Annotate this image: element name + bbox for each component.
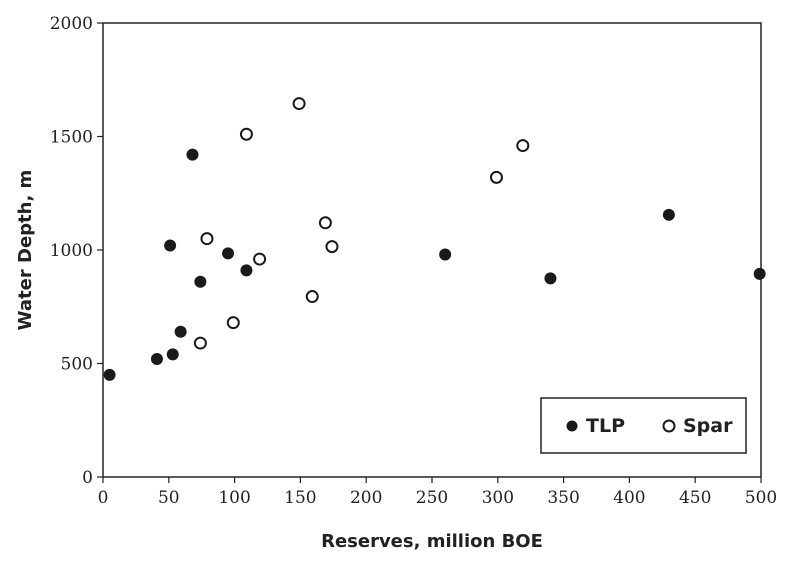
tlp-point <box>174 325 187 338</box>
tlp-point <box>240 264 253 277</box>
tlp-point <box>164 239 177 252</box>
legend-spar-marker <box>662 419 676 433</box>
spar-point <box>193 336 207 350</box>
tlp-point <box>753 267 766 280</box>
x-tick-label: 400 <box>613 488 645 508</box>
y-tick-label: 2000 <box>50 14 93 34</box>
x-tick-label: 200 <box>350 488 382 508</box>
spar-point <box>305 290 319 304</box>
x-tick-label: 450 <box>679 488 711 508</box>
y-tick-label: 1500 <box>50 128 93 148</box>
spar-point <box>292 97 306 111</box>
x-tick-label: 300 <box>482 488 514 508</box>
y-tick-label: 1000 <box>50 241 93 261</box>
legend-tlp-marker <box>566 420 578 432</box>
tlp-point <box>103 368 116 381</box>
spar-point <box>253 252 267 266</box>
y-axis-label: Water Depth, m <box>15 170 36 331</box>
spar-point <box>318 216 332 230</box>
legend: TLP Spar <box>540 397 747 454</box>
y-tick-label: 500 <box>61 355 93 375</box>
tlp-point <box>186 148 199 161</box>
x-tick-label: 250 <box>416 488 448 508</box>
x-tick-label: 150 <box>284 488 316 508</box>
tlp-point <box>166 348 179 361</box>
x-axis-ticks: 0 50 100 150 200 250 300 350 400 450 500 <box>98 477 777 508</box>
spar-point <box>325 240 339 254</box>
x-tick-label: 350 <box>547 488 579 508</box>
data-points <box>103 97 766 381</box>
spar-point <box>226 316 240 330</box>
spar-point <box>516 139 530 153</box>
y-tick-label: 0 <box>82 468 93 488</box>
x-tick-label: 500 <box>745 488 777 508</box>
x-axis-label: Reserves, million BOE <box>321 531 543 552</box>
spar-point <box>489 170 503 184</box>
tlp-point <box>662 208 675 221</box>
x-tick-label: 50 <box>158 488 180 508</box>
tlp-point <box>150 352 163 365</box>
tlp-point <box>222 247 235 260</box>
spar-point <box>239 127 253 141</box>
tlp-point <box>194 275 207 288</box>
x-tick-label: 100 <box>218 488 250 508</box>
tlp-point <box>544 272 557 285</box>
tlp-point <box>439 248 452 261</box>
y-axis-ticks: 0 500 1000 1500 2000 <box>50 14 103 488</box>
spar-point <box>200 232 214 246</box>
x-tick-label: 0 <box>98 488 109 508</box>
legend-spar-label: Spar <box>683 415 733 437</box>
legend-tlp-label: TLP <box>586 415 625 437</box>
